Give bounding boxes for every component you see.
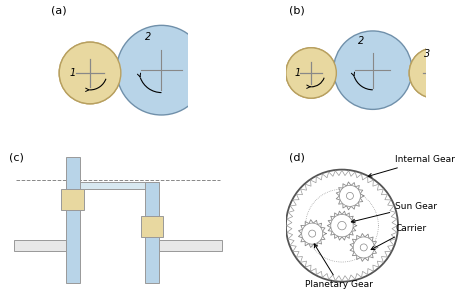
Text: Sun Gear: Sun Gear — [351, 202, 437, 223]
Circle shape — [409, 48, 460, 98]
Bar — [14, 240, 66, 251]
Circle shape — [117, 25, 206, 115]
Circle shape — [360, 244, 367, 251]
Circle shape — [334, 31, 412, 109]
Circle shape — [309, 230, 316, 237]
Circle shape — [353, 237, 374, 258]
Bar — [66, 182, 159, 189]
Circle shape — [338, 222, 346, 230]
Bar — [159, 240, 222, 251]
Text: 1: 1 — [294, 68, 301, 78]
Text: (c): (c) — [9, 153, 24, 163]
Circle shape — [301, 223, 323, 244]
Text: Internal Gear: Internal Gear — [368, 155, 455, 177]
Text: Planetary Gear: Planetary Gear — [305, 244, 373, 289]
Circle shape — [286, 170, 398, 282]
Text: (b): (b) — [289, 6, 304, 16]
Circle shape — [59, 42, 121, 104]
Text: 3: 3 — [424, 49, 430, 59]
Text: Carrier: Carrier — [371, 224, 426, 250]
Bar — [145, 182, 159, 283]
Text: 2: 2 — [145, 32, 151, 42]
Text: (a): (a) — [51, 6, 66, 16]
Text: 1: 1 — [70, 68, 76, 78]
Bar — [66, 157, 80, 283]
Bar — [62, 189, 84, 210]
Bar — [141, 216, 164, 237]
Circle shape — [331, 214, 353, 237]
Text: 2: 2 — [358, 36, 364, 46]
Text: (d): (d) — [289, 153, 305, 163]
Circle shape — [339, 185, 360, 206]
Circle shape — [346, 193, 354, 199]
Circle shape — [59, 42, 121, 104]
Circle shape — [286, 48, 337, 98]
Circle shape — [409, 48, 460, 98]
Circle shape — [286, 48, 337, 98]
